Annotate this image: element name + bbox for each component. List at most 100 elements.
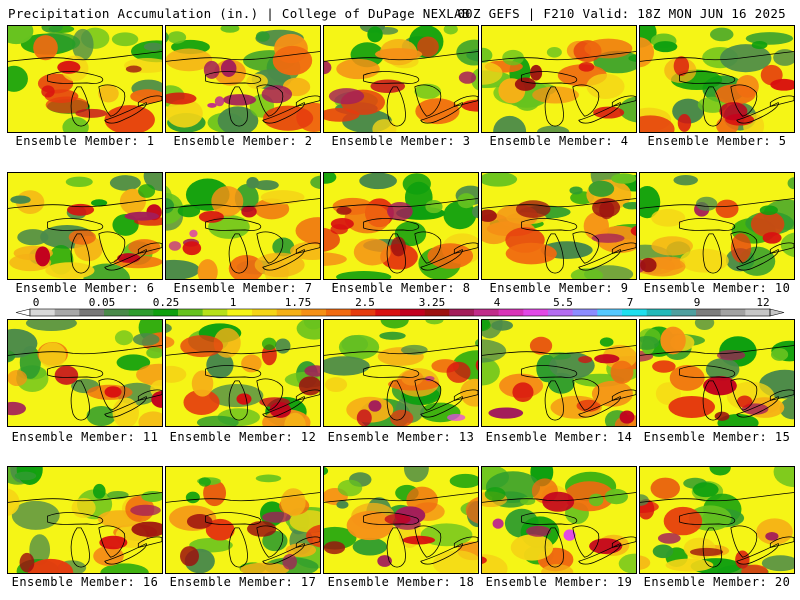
ensemble-map-8 xyxy=(323,172,479,280)
legend-swatch xyxy=(400,309,425,316)
ensemble-map-11 xyxy=(7,319,163,427)
legend-tick-label: 12 xyxy=(756,296,770,309)
ensemble-map-1 xyxy=(7,25,163,133)
ensemble-map-10 xyxy=(639,172,795,280)
legend-swatch xyxy=(227,309,253,316)
precip-field xyxy=(324,320,478,426)
precip-field xyxy=(8,173,162,279)
legend-swatch xyxy=(128,309,154,316)
legend-tick-label: 1.75 xyxy=(284,296,312,309)
legend-tick-label: 2.5 xyxy=(355,296,375,309)
member-caption: Ensemble Member: 12 xyxy=(169,430,317,444)
legend-swatch xyxy=(202,309,228,316)
member-caption: Ensemble Member: 7 xyxy=(173,281,313,295)
legend-left-arrow xyxy=(15,308,31,317)
precip-field xyxy=(166,173,320,279)
ensemble-map-13 xyxy=(323,319,479,427)
color-legend: 0 0.05 0.25 1 1.75 2.5 3.25 4 5.5 7 9 12 xyxy=(0,296,800,318)
member-caption: Ensemble Member: 18 xyxy=(327,575,475,589)
page-title: Precipitation Accumulation (in.) | Colle… xyxy=(8,6,470,21)
legend-swatch xyxy=(252,309,277,316)
legend-tick-label: 5.5 xyxy=(553,296,573,309)
ensemble-map-15 xyxy=(639,319,795,427)
precip-field xyxy=(482,320,636,426)
legend-swatch xyxy=(474,309,499,316)
member-caption: Ensemble Member: 10 xyxy=(643,281,791,295)
member-caption: Ensemble Member: 19 xyxy=(485,575,633,589)
precip-field xyxy=(8,26,162,132)
member-caption: Ensemble Member: 14 xyxy=(485,430,633,444)
member-caption: Ensemble Member: 11 xyxy=(11,430,159,444)
legend-tick-label: 9 xyxy=(693,296,701,309)
legend-colorbar xyxy=(15,308,785,317)
legend-swatch xyxy=(622,309,647,316)
legend-swatch xyxy=(326,309,351,316)
legend-swatch xyxy=(276,309,302,316)
member-caption: Ensemble Member: 3 xyxy=(331,134,471,148)
precip-field xyxy=(166,467,320,573)
precip-field xyxy=(640,26,794,132)
ensemble-map-16 xyxy=(7,466,163,574)
precip-field xyxy=(166,26,320,132)
legend-swatch xyxy=(350,309,376,316)
legend-swatch xyxy=(498,309,524,316)
member-caption: Ensemble Member: 9 xyxy=(489,281,629,295)
member-caption: Ensemble Member: 5 xyxy=(647,134,787,148)
ensemble-map-6 xyxy=(7,172,163,280)
ensemble-map-7 xyxy=(165,172,321,280)
precip-field xyxy=(8,320,162,426)
legend-tick-label: 0.05 xyxy=(88,296,116,309)
legend-tick-label: 3.25 xyxy=(418,296,446,309)
ensemble-map-18 xyxy=(323,466,479,574)
member-caption: Ensemble Member: 20 xyxy=(643,575,791,589)
legend-swatch xyxy=(104,309,129,316)
ensemble-map-2 xyxy=(165,25,321,133)
legend-tick-label: 4 xyxy=(493,296,501,309)
legend-swatch xyxy=(301,309,327,316)
ensemble-map-9 xyxy=(481,172,637,280)
legend-tick-label: 0 xyxy=(32,296,40,309)
legend-swatch xyxy=(449,309,475,316)
legend-right-arrow xyxy=(769,308,785,317)
precip-field xyxy=(166,320,320,426)
legend-swatch xyxy=(745,309,771,316)
precip-field xyxy=(324,467,478,573)
ensemble-map-5 xyxy=(639,25,795,133)
legend-swatch xyxy=(153,309,179,316)
member-caption: Ensemble Member: 16 xyxy=(11,575,159,589)
member-caption: Ensemble Member: 1 xyxy=(15,134,155,148)
member-caption: Ensemble Member: 4 xyxy=(489,134,629,148)
legend-tick-label: 7 xyxy=(626,296,634,309)
member-caption: Ensemble Member: 15 xyxy=(643,430,791,444)
member-caption: Ensemble Member: 6 xyxy=(15,281,155,295)
member-caption: Ensemble Member: 2 xyxy=(173,134,313,148)
ensemble-map-3 xyxy=(323,25,479,133)
ensemble-map-19 xyxy=(481,466,637,574)
precip-field xyxy=(640,173,794,279)
legend-swatch xyxy=(671,309,697,316)
precip-field xyxy=(482,26,636,132)
legend-swatch xyxy=(572,309,598,316)
legend-swatch xyxy=(424,309,450,316)
legend-tick-label: 0.25 xyxy=(152,296,180,309)
precip-field xyxy=(324,26,478,132)
ensemble-map-12 xyxy=(165,319,321,427)
legend-swatch xyxy=(30,309,55,316)
legend-swatch xyxy=(696,309,721,316)
precip-field xyxy=(324,173,478,279)
member-caption: Ensemble Member: 8 xyxy=(331,281,471,295)
precip-field xyxy=(640,320,794,426)
legend-swatch xyxy=(375,309,401,316)
ensemble-map-14 xyxy=(481,319,637,427)
precip-field xyxy=(8,467,162,573)
legend-swatch xyxy=(79,309,105,316)
legend-swatch xyxy=(54,309,80,316)
legend-swatch xyxy=(720,309,746,316)
ensemble-map-17 xyxy=(165,466,321,574)
member-caption: Ensemble Member: 13 xyxy=(327,430,475,444)
ensemble-map-20 xyxy=(639,466,795,574)
legend-swatch xyxy=(597,309,623,316)
run-info: 00Z GEFS | F210 Valid: 18Z MON JUN 16 20… xyxy=(457,6,786,21)
legend-swatch xyxy=(178,309,203,316)
legend-tick-label: 1 xyxy=(229,296,237,309)
